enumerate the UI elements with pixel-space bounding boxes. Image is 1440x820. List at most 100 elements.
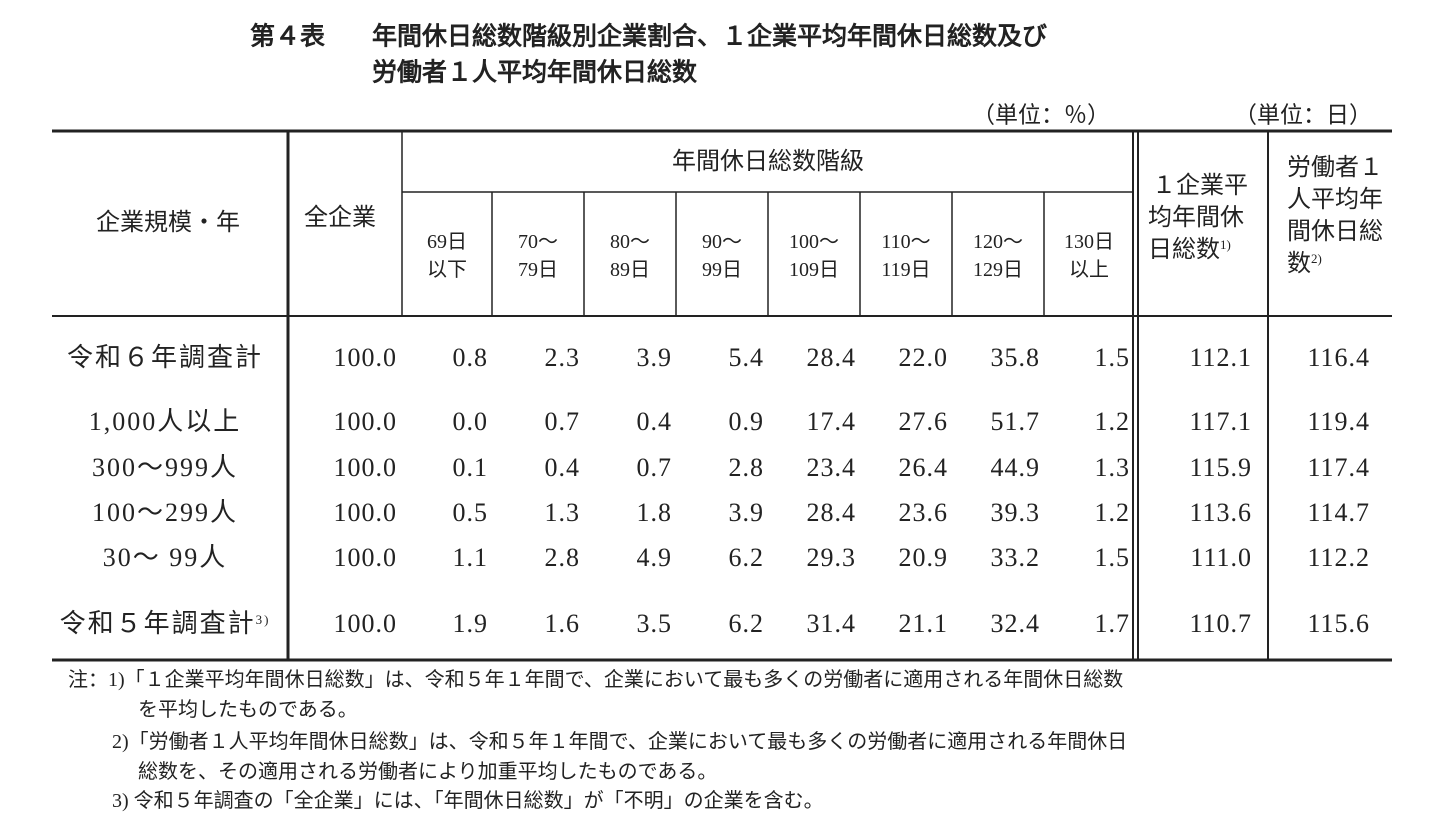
cell: 114.7 — [1307, 498, 1370, 527]
note: 総数を、その適用される労働者により加重平均したものである。 — [138, 761, 718, 783]
cell: 3.5 — [636, 609, 672, 638]
cell: 26.4 — [898, 453, 948, 482]
cell: 0.7 — [544, 407, 580, 436]
cell: 33.2 — [990, 543, 1040, 572]
row-label: 100～299人 — [91, 498, 239, 527]
cell: 1.3 — [544, 498, 580, 527]
cell: 111.0 — [1190, 543, 1252, 572]
cell: 22.0 — [898, 343, 948, 372]
cell: 1.2 — [1094, 407, 1130, 436]
cell: 1.8 — [636, 498, 672, 527]
cell: 51.7 — [990, 407, 1040, 436]
cell: 17.4 — [806, 407, 856, 436]
row-label: 令和６年調査計 — [66, 343, 264, 372]
cell: 119.4 — [1307, 407, 1370, 436]
cell: 100.0 — [333, 343, 397, 372]
title: 年間休日総数階級別企業割合、１企業平均年間休日総数及び — [372, 21, 1048, 51]
cell: 1.7 — [1094, 609, 1130, 638]
cell: 23.4 — [806, 453, 856, 482]
title: 労働者１人平均年間休日総数 — [372, 57, 698, 87]
header-cell: 89日 — [610, 259, 650, 281]
cell: 1.1 — [452, 543, 488, 572]
cell: 0.7 — [636, 453, 672, 482]
cell: 117.1 — [1189, 407, 1252, 436]
header-cell: １企業平 — [1152, 173, 1248, 199]
cell: 1.5 — [1094, 543, 1130, 572]
header-cell: 以上 — [1069, 259, 1109, 281]
row-label: 1,000人以上 — [88, 407, 242, 436]
row-label: 30～ 99人 — [102, 543, 228, 572]
cell: 29.3 — [806, 543, 856, 572]
cell: 2.8 — [728, 453, 764, 482]
cell: 20.9 — [898, 543, 948, 572]
header-cell: 均年間休 — [1148, 205, 1244, 231]
cell: 6.2 — [728, 609, 764, 638]
header-cell: 企業規模・年 — [96, 210, 240, 236]
cell: 3.9 — [728, 498, 764, 527]
cell: 39.3 — [990, 498, 1040, 527]
header-cell: 120～ — [973, 231, 1023, 253]
cell: 6.2 — [728, 543, 764, 572]
cell: 0.1 — [452, 453, 488, 482]
cell: 100.0 — [333, 453, 397, 482]
header-cell: 間休日総 — [1287, 219, 1383, 245]
header-cell: 年間休日総数階級 — [672, 149, 864, 175]
header-cell: 70～ — [518, 231, 558, 253]
cell: 100.0 — [333, 543, 397, 572]
cell: 31.4 — [806, 609, 856, 638]
cell: 112.2 — [1307, 543, 1370, 572]
cell: 32.4 — [990, 609, 1040, 638]
cell: 1.6 — [544, 609, 580, 638]
header-cell: 79日 — [518, 259, 558, 281]
row-label: 令和５年調査計3) — [59, 609, 271, 638]
cell: 44.9 — [990, 453, 1040, 482]
cell: 35.8 — [990, 343, 1040, 372]
header-cell: 以下 — [427, 259, 467, 281]
cell: 28.4 — [806, 498, 856, 527]
header-cell: 109日 — [789, 259, 839, 281]
cell: 1.2 — [1094, 498, 1130, 527]
cell: 28.4 — [806, 343, 856, 372]
cell: 116.4 — [1307, 343, 1370, 372]
cell: 21.1 — [898, 609, 948, 638]
header-cell: 69日 — [427, 231, 467, 253]
header-cell: 全企業 — [304, 205, 376, 231]
cell: 100.0 — [333, 498, 397, 527]
cell: 100.0 — [333, 609, 397, 638]
header-cell: 100～ — [789, 231, 839, 253]
cell: 3.9 — [636, 343, 672, 372]
cell: 117.4 — [1307, 453, 1370, 482]
cell: 27.6 — [898, 407, 948, 436]
footnote-ref: 3) — [255, 612, 271, 627]
header-cell: 99日 — [702, 259, 742, 281]
cell: 115.6 — [1307, 609, 1370, 638]
cell: 0.4 — [636, 407, 672, 436]
cell: 1.9 — [452, 609, 488, 638]
note: 3) 令和５年調査の「全企業」には、「年間休日総数」が「不明」の企業を含む。 — [112, 790, 824, 812]
note: を平均したものである。 — [138, 699, 358, 721]
cell: 113.6 — [1189, 498, 1252, 527]
header-cell: 労働者１ — [1287, 155, 1383, 181]
header-cell: 110～ — [881, 231, 931, 253]
table-number: 第４表 — [250, 21, 326, 51]
footnote-ref: 2) — [1311, 251, 1322, 266]
cell: 0.9 — [728, 407, 764, 436]
header-cell: 人平均年 — [1287, 187, 1383, 213]
footnote-ref: 1) — [1220, 237, 1231, 252]
cell: 100.0 — [333, 407, 397, 436]
cell: 23.6 — [898, 498, 948, 527]
cell: 115.9 — [1189, 453, 1252, 482]
cell: 0.4 — [544, 453, 580, 482]
cell: 110.7 — [1189, 609, 1252, 638]
header-cell: 日総数1) — [1148, 237, 1231, 263]
unit: （単位：％） — [972, 102, 1110, 128]
cell: 0.8 — [452, 343, 488, 372]
cell: 1.3 — [1094, 453, 1130, 482]
header-cell: 119日 — [881, 259, 931, 281]
note: 注：1)「１企業平均年間休日総数」は、令和５年１年間で、企業において最も多くの労… — [68, 669, 1124, 691]
header-cell: 80～ — [610, 231, 650, 253]
header-cell: 129日 — [973, 259, 1023, 281]
unit: （単位：日） — [1234, 102, 1372, 128]
